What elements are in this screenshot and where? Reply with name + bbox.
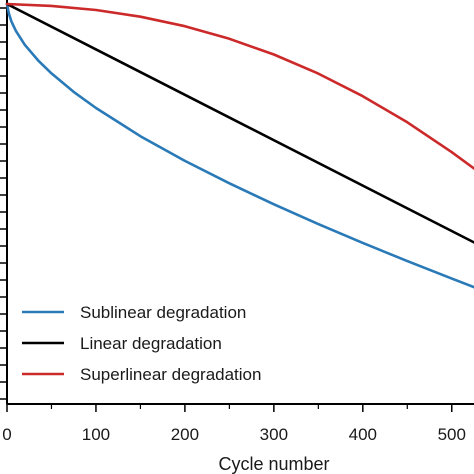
y-ticks [0, 7, 7, 400]
legend: Sublinear degradation Linear degradation S… [22, 303, 261, 384]
x-ticks: 0 100 200 300 400 500 [2, 404, 466, 444]
x-tick-label: 400 [349, 425, 377, 444]
series-line-sublinear-degradation [5, 2, 474, 289]
series-lines [5, 2, 474, 289]
x-tick-label: 100 [82, 425, 110, 444]
x-tick-label: 200 [171, 425, 199, 444]
axes [6, 0, 474, 405]
series-line-linear-degradation [5, 2, 474, 244]
legend-label-superlinear-degradation: Superlinear degradation [80, 365, 261, 384]
x-tick-label: 0 [2, 425, 11, 444]
series-line-superlinear-degradation [5, 2, 474, 170]
legend-label-sublinear-degradation: Sublinear degradation [80, 303, 246, 322]
legend-label-linear-degradation: Linear degradation [80, 334, 222, 353]
x-tick-label: 500 [438, 425, 466, 444]
x-tick-label: 300 [260, 425, 288, 444]
x-axis-label: Cycle number [218, 454, 329, 474]
